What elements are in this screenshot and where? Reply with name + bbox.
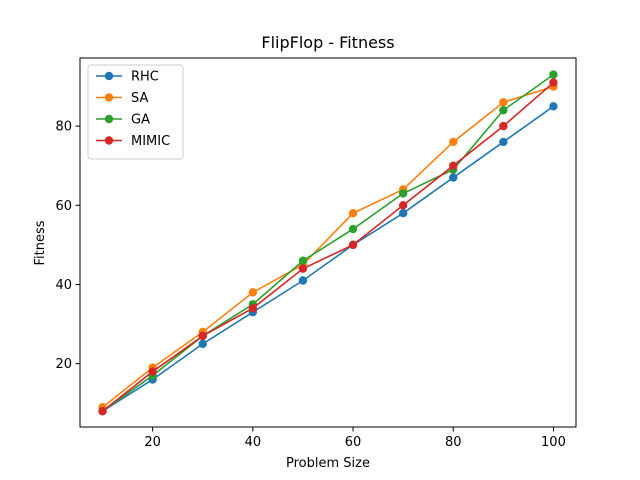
legend-label-sa: SA (131, 91, 148, 106)
data-point-mimic (499, 121, 508, 131)
legend: RHC SA GA MIMIC (87, 64, 184, 160)
data-point-ga (398, 189, 408, 198)
chart-title: FlipFlop - Fitness (261, 33, 394, 52)
data-point-mimic (198, 331, 207, 341)
plot-area: 20 40 60 80 100 20 40 60 80 (55, 57, 577, 450)
legend-entry-sa: SA (96, 91, 148, 106)
data-point-rhc (499, 137, 508, 147)
legend-marker-sa (104, 93, 114, 102)
data-point-mimic (148, 367, 157, 376)
data-point-ga (348, 224, 358, 234)
data-point-mimic (449, 161, 458, 170)
x-tick-label: 80 (445, 435, 462, 450)
y-tick-label: 40 (55, 278, 72, 293)
data-point-sa (449, 137, 458, 147)
legend-entry-rhc: RHC (96, 70, 159, 85)
series-line-ga (102, 73, 554, 412)
legend-box (87, 64, 184, 160)
data-point-ga (298, 256, 308, 265)
legend-marker-ga (104, 114, 114, 124)
data-point-mimic (248, 304, 258, 313)
axes-frame (79, 57, 577, 428)
x-axis-label: Problem Size (286, 456, 370, 471)
legend-marker-rhc (104, 71, 114, 81)
data-point-rhc (398, 209, 408, 218)
series-line-sa (102, 85, 554, 408)
data-point-sa (499, 98, 508, 107)
y-tick-label: 80 (55, 120, 72, 135)
legend-entry-mimic: MIMIC (96, 134, 170, 149)
legend-label-rhc: RHC (131, 70, 159, 85)
y-tick-label: 60 (55, 199, 72, 214)
y-tick-label: 20 (55, 357, 72, 372)
data-point-rhc (549, 102, 558, 111)
data-point-mimic (398, 201, 408, 210)
series-line-rhc (102, 105, 554, 412)
data-point-sa (348, 209, 358, 218)
data-point-sa (248, 288, 258, 297)
data-point-rhc (298, 276, 308, 285)
x-tick-label: 100 (541, 435, 566, 450)
data-point-rhc (198, 339, 207, 349)
data-point-mimic (298, 264, 308, 273)
data-point-mimic (348, 240, 358, 250)
legend-label-ga: GA (131, 113, 150, 128)
x-tick-label: 20 (144, 435, 161, 450)
legend-entry-ga: GA (96, 113, 150, 128)
data-point-mimic (549, 78, 558, 87)
data-point-mimic (98, 406, 107, 416)
series-mimic (98, 78, 558, 416)
y-axis-label: Fitness (33, 220, 48, 265)
legend-label-mimic: MIMIC (131, 134, 170, 149)
x-tick-label: 60 (345, 435, 362, 450)
data-point-ga (549, 70, 558, 79)
x-tick-label: 40 (245, 435, 262, 450)
data-point-rhc (449, 173, 458, 182)
data-point-ga (499, 106, 508, 115)
legend-marker-mimic (104, 136, 114, 145)
series-line-mimic (102, 81, 554, 412)
